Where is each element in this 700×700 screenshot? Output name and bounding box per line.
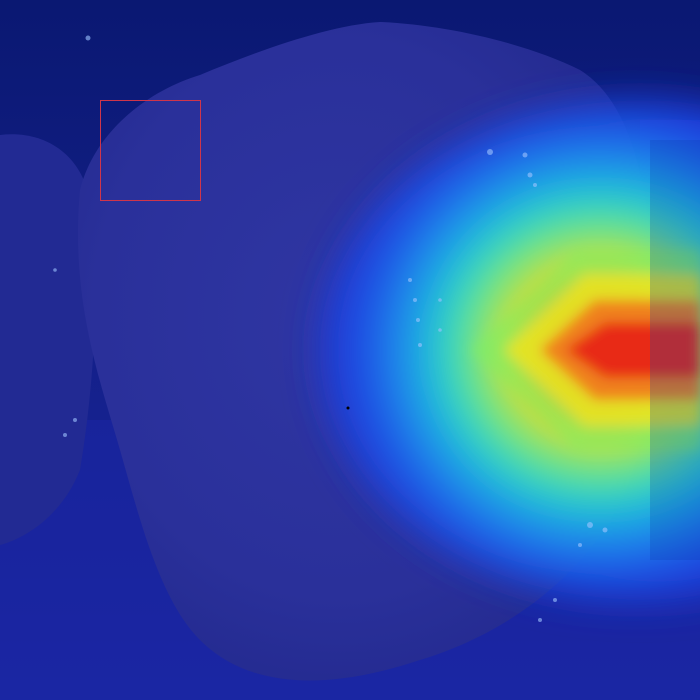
roi-box [100,100,201,201]
heatmap-core [470,250,700,450]
gap-stripe [650,140,700,560]
dark-dot [346,406,350,410]
speckles [53,35,608,622]
neighbor-tooth [0,134,96,545]
